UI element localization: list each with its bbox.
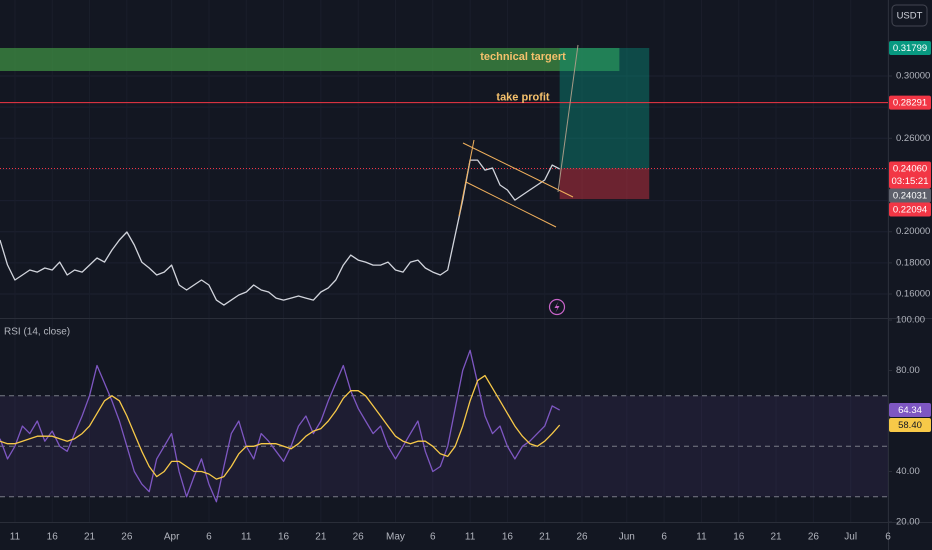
position-profit [559, 47, 650, 169]
y-tick-label: 40.00 [896, 466, 920, 477]
x-tick-label: 21 [539, 532, 551, 543]
price-badge [889, 418, 931, 433]
x-tick-label: Jun [619, 532, 635, 543]
lightning-icon[interactable] [548, 298, 566, 316]
price-badge-label: 58.40 [898, 420, 922, 431]
x-tick-label: 16 [733, 532, 745, 543]
x-tick-label: 6 [206, 532, 212, 543]
y-tick-label: 0.30000 [896, 71, 930, 82]
x-tick-label: 11 [465, 532, 476, 543]
price-badge-label: 0.22094 [893, 205, 927, 216]
x-tick-label: May [386, 532, 405, 543]
price-badge [889, 202, 931, 217]
icon-circle [548, 298, 566, 316]
price-badge-label: 0.28291 [893, 98, 927, 109]
unit-label: USDT [897, 11, 923, 22]
target-zone [0, 47, 620, 72]
drawings [0, 47, 888, 498]
rsi-title: RSI (14, close) [4, 327, 70, 338]
series-line [0, 374, 561, 480]
y-tick-label: 20.00 [896, 517, 920, 528]
x-tick-label: 26 [353, 532, 365, 543]
icon-bolt [554, 301, 560, 313]
x-tick-label: 11 [696, 532, 707, 543]
price-badge [889, 161, 931, 189]
x-tick-label: 26 [576, 532, 588, 543]
x-tick-label: 6 [661, 532, 667, 543]
x-tick-label: 21 [84, 532, 96, 543]
unit-button[interactable]: USDT [891, 4, 928, 27]
price-badge-label: 64.34 [898, 405, 922, 416]
y-tick-label: 0.26000 [896, 133, 930, 144]
price-badge-label: 0.31799 [893, 43, 927, 54]
x-tick-label: 11 [241, 532, 252, 543]
price-badge [889, 95, 931, 110]
unit-button-frame [891, 4, 928, 27]
x-tick-label: 21 [315, 532, 327, 543]
trend-lines [458, 44, 579, 316]
x-tick-label: 6 [885, 532, 891, 543]
x-tick-label: 16 [502, 532, 514, 543]
projection-line [557, 44, 579, 193]
x-tick-label: 16 [278, 532, 290, 543]
x-tick-label: 26 [121, 532, 133, 543]
x-tick-label: Jul [844, 532, 857, 543]
y-tick-label: 100.00 [896, 315, 925, 326]
y-tick-label: 0.20000 [896, 226, 930, 237]
position-loss [559, 168, 650, 200]
flag-upper [462, 142, 574, 198]
price-badge-label: 0.24031 [893, 191, 927, 202]
price-badge [889, 40, 931, 55]
x-tick-label: 6 [430, 532, 436, 543]
grid [0, 75, 888, 295]
flag-pole [458, 139, 475, 217]
series-line [0, 349, 561, 503]
zone-label: technical targert [480, 51, 566, 63]
x-tick-label: 21 [771, 532, 783, 543]
x-tick-label: 26 [808, 532, 820, 543]
y-tick-label: 0.18000 [896, 257, 930, 268]
level-text: take profit [496, 92, 550, 104]
price-badge [889, 403, 931, 418]
y-tick-label: 0.16000 [896, 289, 930, 300]
y-tick-label: 80.00 [896, 365, 920, 376]
price-badge-label: 0.24060 [893, 164, 927, 175]
price-badge [889, 188, 931, 203]
x-tick-label: 11 [10, 532, 21, 543]
x-tick-label: 16 [47, 532, 59, 543]
flag-lower [465, 181, 557, 228]
countdown-label: 03:15:21 [892, 176, 929, 187]
x-tick-label: Apr [164, 532, 180, 543]
